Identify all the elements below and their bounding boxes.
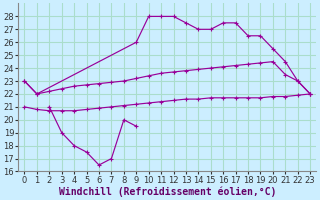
- X-axis label: Windchill (Refroidissement éolien,°C): Windchill (Refroidissement éolien,°C): [59, 186, 276, 197]
